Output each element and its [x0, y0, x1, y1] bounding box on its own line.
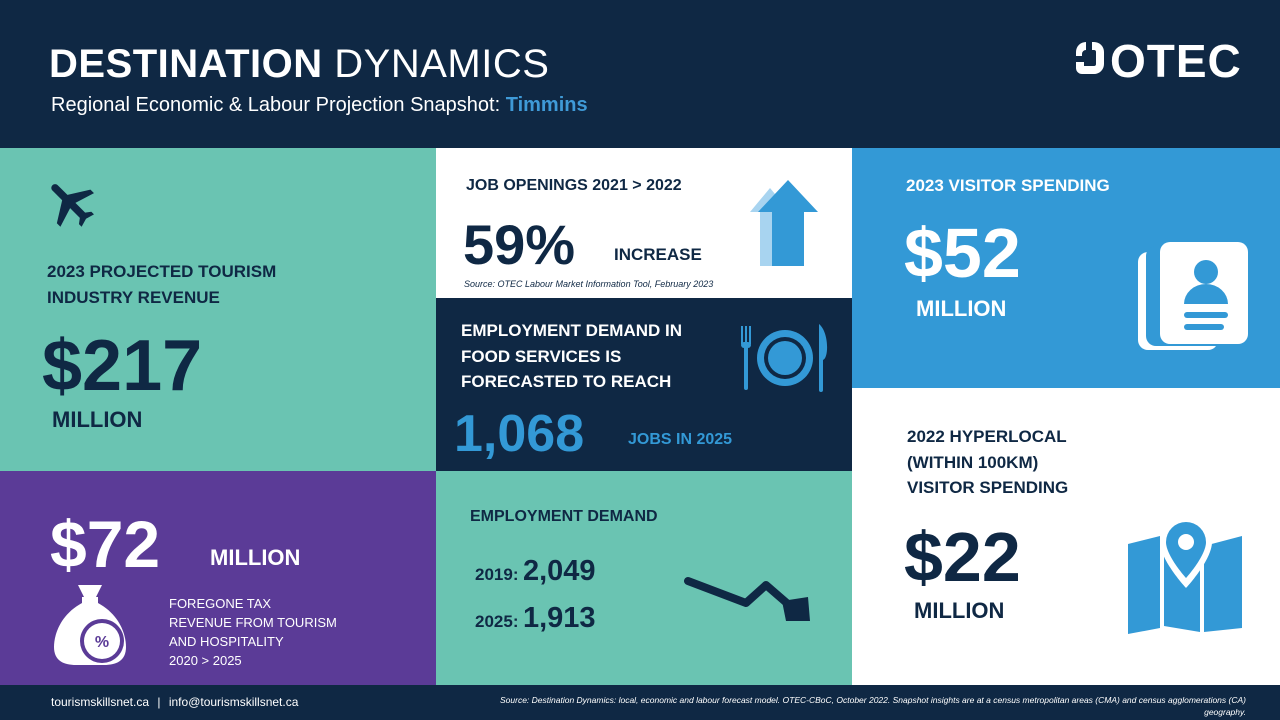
- footer-source-line1: Source: Destination Dynamics: local, eco…: [500, 695, 1246, 705]
- visitor-spending-panel: 2023 VISITOR SPENDING $52 MILLION: [852, 148, 1280, 388]
- hyper-label-line1: 2022 HYPERLOCAL: [907, 427, 1067, 446]
- revenue-label-line1: 2023 PROJECTED TOURISM: [47, 262, 277, 281]
- food-label-line3: FORECASTED TO REACH: [461, 372, 672, 391]
- tax-desc-line3: AND HOSPITALITY: [169, 634, 284, 649]
- footer-separator: |: [157, 695, 161, 709]
- hyper-amount: $22: [904, 518, 1021, 596]
- tax-desc-line2: REVENUE FROM TOURISM: [169, 615, 337, 630]
- foregone-tax-panel: $72 MILLION % FOREGONE TAX REVENUE FROM …: [0, 471, 436, 685]
- jobs-label: JOB OPENINGS 2021 > 2022: [466, 177, 682, 194]
- footer-source: Source: Destination Dynamics: local, eco…: [386, 694, 1246, 718]
- hyper-label-line2: (WITHIN 100KM): [907, 453, 1039, 472]
- demand-year-2019: 2019:: [475, 565, 519, 584]
- employment-demand-panel: EMPLOYMENT DEMAND 2019: 2,049 2025: 1,91…: [436, 471, 852, 685]
- footer-website-link[interactable]: tourismskillsnet.ca: [51, 695, 150, 709]
- footer-source-line2: geography.: [1204, 707, 1246, 717]
- demand-row-2019: 2019: 2,049: [475, 555, 596, 588]
- demand-value-2019: 2,049: [522, 555, 596, 587]
- tax-amount: $72: [50, 507, 161, 581]
- hyperlocal-spending-panel: 2022 HYPERLOCAL (WITHIN 100KM) VISITOR S…: [852, 388, 1280, 685]
- page-title: DESTINATION DYNAMICS: [49, 42, 549, 87]
- visitor-amount: $52: [904, 214, 1021, 292]
- hyper-unit: MILLION: [914, 598, 1005, 623]
- tax-desc-line4: 2020 > 2025: [169, 653, 242, 668]
- revenue-amount: $217: [42, 326, 203, 406]
- revenue-unit: MILLION: [52, 407, 143, 432]
- revenue-label-line2: INDUSTRY REVENUE: [47, 288, 220, 307]
- subtitle-text: Regional Economic & Labour Projection Sn…: [51, 94, 501, 116]
- food-number: 1,068: [454, 405, 585, 463]
- demand-label: EMPLOYMENT DEMAND: [470, 508, 658, 525]
- food-services-panel: EMPLOYMENT DEMAND IN FOOD SERVICES IS FO…: [436, 298, 852, 471]
- demand-row-2025: 2025: 1,913: [475, 602, 596, 635]
- header: DESTINATION DYNAMICS Regional Economic &…: [0, 0, 1280, 148]
- up-arrow-icon: [750, 180, 818, 266]
- jobs-source: Source: OTEC Labour Market Information T…: [464, 279, 714, 289]
- job-openings-panel: JOB OPENINGS 2021 > 2022 59% INCREASE So…: [436, 148, 852, 298]
- revenue-panel: 2023 PROJECTED TOURISM INDUSTRY REVENUE …: [0, 148, 436, 471]
- plate-cutlery-icon: [741, 324, 828, 392]
- otec-logo-text: OTEC: [1110, 35, 1242, 87]
- footer-contact: tourismskillsnet.ca | info@tourismskills…: [51, 695, 298, 709]
- airplane-icon: [51, 184, 94, 227]
- visitor-unit: MILLION: [916, 296, 1007, 321]
- footer: tourismskillsnet.ca | info@tourismskills…: [0, 685, 1280, 720]
- jobs-increase: INCREASE: [614, 245, 702, 264]
- food-label-line2: FOOD SERVICES IS: [461, 347, 622, 366]
- trend-down-icon: [684, 577, 810, 621]
- otec-logo: OTEC: [1072, 35, 1252, 87]
- money-bag-icon: %: [54, 585, 126, 665]
- city-name: Timmins: [505, 94, 588, 116]
- tax-unit: MILLION: [210, 545, 301, 570]
- hyper-label-line3: VISITOR SPENDING: [907, 478, 1069, 497]
- page-subtitle: Regional Economic & Labour Projection Sn…: [51, 94, 588, 117]
- footer-email-link[interactable]: info@tourismskillsnet.ca: [168, 695, 299, 709]
- otec-logo-mark-icon: [1076, 42, 1104, 74]
- map-pin-icon: [1128, 516, 1242, 634]
- passport-icon: [1138, 242, 1248, 350]
- title-light: DYNAMICS: [334, 42, 550, 86]
- title-bold: DESTINATION: [49, 42, 323, 86]
- food-label-line1: EMPLOYMENT DEMAND IN: [461, 321, 682, 340]
- svg-text:%: %: [95, 634, 109, 651]
- visitor-label: 2023 VISITOR SPENDING: [906, 176, 1110, 195]
- demand-value-2025: 1,913: [522, 602, 596, 634]
- demand-year-2025: 2025:: [475, 612, 519, 631]
- jobs-percent: 59%: [463, 213, 576, 276]
- food-suffix: JOBS IN 2025: [628, 431, 733, 448]
- tax-desc-line1: FOREGONE TAX: [169, 596, 272, 611]
